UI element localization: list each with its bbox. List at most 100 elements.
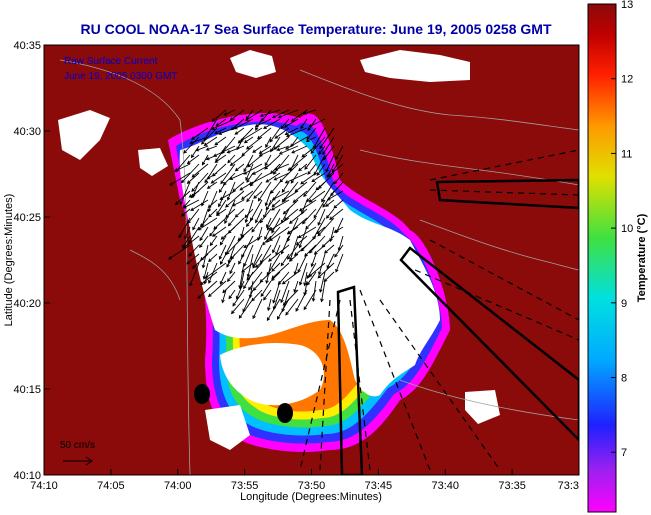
current-vector: [280, 118, 290, 130]
current-vector: [310, 136, 326, 154]
current-vector: [211, 118, 236, 130]
current-vector: [286, 244, 299, 260]
current-vector: [239, 181, 254, 191]
current-vector: [270, 136, 281, 153]
x-tick-label: 74:00: [164, 480, 192, 492]
scale-arrow-head: [85, 456, 93, 466]
colorbar: [587, 3, 617, 513]
current-vector: [269, 127, 281, 143]
current-vector: [280, 280, 290, 304]
current-vector: [234, 127, 245, 135]
current-vector: [226, 145, 245, 154]
colorbar-tick-label: 10: [621, 223, 633, 235]
current-vector: [190, 145, 200, 159]
current-vector: [227, 217, 236, 227]
current-vector: [208, 253, 218, 263]
radar-coverage-outlines: [336, 178, 579, 475]
colorbar-tick-label: 12: [621, 74, 633, 86]
current-vector: [262, 118, 281, 129]
x-tick-label: 73:55: [231, 480, 259, 492]
current-vector: [321, 181, 335, 203]
current-vector: [285, 127, 308, 138]
radar-radials: [299, 149, 579, 471]
current-vector: [179, 181, 191, 206]
current-vector: [291, 145, 308, 154]
current-vector: [266, 208, 281, 231]
y-tick-label: 40:15: [13, 384, 41, 396]
current-vector: [271, 190, 290, 201]
current-vector: [232, 181, 245, 192]
current-vector: [207, 199, 218, 209]
current-vector: [290, 109, 308, 122]
current-vector: [180, 163, 200, 184]
current-vector: [274, 163, 290, 171]
current-vector: [226, 271, 236, 283]
current-vector: [220, 226, 236, 240]
current-vector: [329, 208, 344, 220]
current-vector: [228, 289, 236, 300]
current-vector: [306, 262, 317, 280]
current-vector: [188, 244, 200, 257]
current-vector: [298, 163, 308, 172]
current-vector: [227, 154, 236, 164]
current-vector: [316, 163, 326, 177]
current-vector: [218, 190, 227, 208]
current-vector: [255, 208, 263, 224]
current-vector: [199, 271, 218, 286]
current-vector: [233, 118, 254, 130]
current-vector: [307, 118, 317, 132]
current-vector: [285, 298, 299, 316]
current-vector: [259, 109, 281, 118]
current-vector: [244, 199, 254, 224]
current-vector: [264, 226, 272, 241]
x-tick-label: 73:50: [298, 480, 326, 492]
current-vector: [186, 154, 200, 165]
current-vector: [252, 298, 263, 320]
current-vector: [244, 208, 254, 219]
current-vector: [298, 199, 317, 212]
current-vector: [188, 190, 200, 198]
current-vector: [303, 271, 308, 287]
current-vector: [305, 136, 317, 143]
current-vector: [254, 118, 272, 128]
current-vector: [319, 127, 335, 150]
current-vector: [298, 262, 308, 286]
current-vector: [281, 181, 290, 193]
current-vector: [220, 253, 227, 265]
current-vector: [205, 145, 218, 151]
legend-line-1: Raw Surface Current: [64, 56, 158, 67]
current-vector: [258, 145, 272, 154]
current-vector: [307, 163, 317, 175]
current-vector: [316, 226, 326, 235]
current-vector: [306, 271, 317, 286]
current-vector: [245, 163, 254, 181]
current-vector: [239, 127, 263, 142]
current-vector: [214, 154, 227, 163]
current-vector: [280, 253, 290, 267]
current-vector: [325, 199, 335, 207]
current-vector: [300, 118, 308, 130]
chart-title: RU COOL NOAA-17 Sea Surface Temperature:…: [81, 21, 552, 37]
current-vector: [240, 226, 245, 238]
current-vector: [210, 172, 227, 184]
current-vector: [192, 217, 200, 231]
current-vector: [278, 145, 299, 155]
current-vector: [295, 235, 308, 246]
current-vector: [264, 154, 272, 167]
current-vector: [184, 226, 191, 240]
current-vector: [273, 154, 290, 175]
current-vector: [257, 181, 272, 202]
current-vector: [204, 262, 227, 279]
current-vector: [313, 199, 326, 219]
colorbar-tick-label: 8: [621, 373, 627, 385]
current-vector: [221, 289, 227, 304]
current-vector: [191, 172, 209, 192]
current-vector: [191, 163, 209, 178]
current-vector: [174, 190, 191, 206]
current-vector: [224, 199, 236, 225]
current-vector: [212, 226, 227, 237]
current-vector: [251, 217, 263, 233]
current-vector: [214, 127, 227, 135]
current-vector: [189, 262, 200, 287]
current-vector: [272, 280, 281, 304]
